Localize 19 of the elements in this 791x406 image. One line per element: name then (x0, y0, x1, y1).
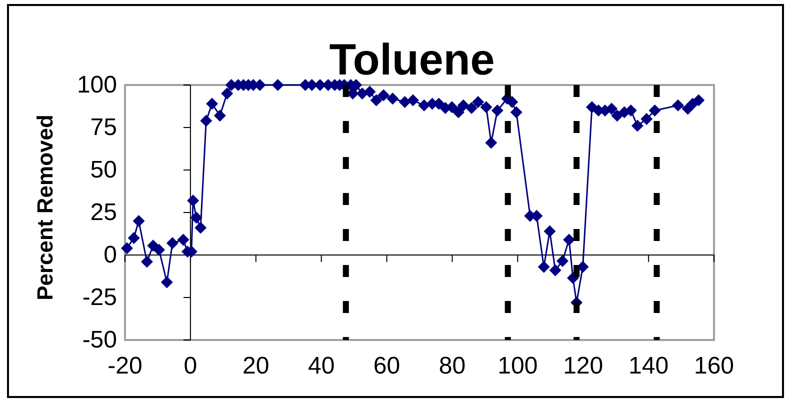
x-tick-label: 120 (563, 352, 604, 380)
y-tick-label: 50 (90, 156, 117, 184)
x-tick-label: 0 (184, 352, 198, 380)
x-tick-label: 60 (373, 352, 400, 380)
y-axis-title: Percent Removed (32, 114, 58, 300)
y-tick-label: 0 (104, 242, 117, 268)
y-tick-label: 25 (90, 199, 117, 226)
x-tick-label: 20 (242, 352, 270, 380)
x-tick-label: 100 (498, 352, 538, 380)
x-tick-label: 140 (628, 352, 669, 380)
y-tick-label: 100 (76, 72, 117, 98)
y-tick-label: 75 (90, 114, 117, 141)
y-tick-label: -25 (82, 284, 117, 311)
chart-title: Toluene (329, 36, 495, 84)
y-tick-label: -50 (82, 326, 117, 354)
x-tick-label: 80 (438, 352, 466, 380)
x-tick-label: 160 (694, 352, 734, 380)
x-tick-label: -20 (108, 352, 142, 380)
x-tick-label: 40 (308, 352, 335, 380)
